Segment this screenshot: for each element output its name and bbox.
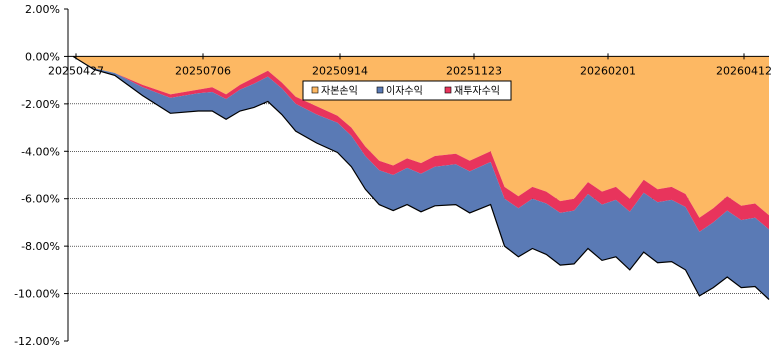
legend-box — [302, 80, 512, 101]
area-1 — [73, 56, 769, 232]
x-tick-label-4: 20260201 — [580, 64, 636, 77]
x-tick-label-5: 20260412 — [716, 64, 772, 77]
y-tick-label-4: -6.00% — [21, 193, 60, 206]
y-tick-label-7: -12.00% — [14, 335, 60, 345]
y-axis: 2.00% 0.00% -2.00% -4.00% -6.00% -8.00% -10.00… — [14, 3, 769, 345]
x-tick-label-1: 20250706 — [175, 64, 231, 77]
x-tick-label-0: 20250427 — [48, 64, 104, 77]
x-tick-label-3: 20251123 — [446, 64, 502, 77]
y-tick-label-6: -10.00% — [14, 288, 60, 301]
legend-label-1: 이자수익 — [386, 85, 423, 97]
area-2 — [73, 56, 769, 300]
area-0 — [73, 56, 769, 218]
legend: 자본손익 이자수익 재투자수익 — [302, 80, 512, 101]
y-tick-label-1: 0.00% — [25, 50, 60, 63]
y-tick-label-3: -4.00% — [21, 145, 60, 158]
x-axis: 20250427 20250706 20250914 20251123 20260201… — [48, 53, 772, 77]
total-line — [72, 55, 770, 300]
plot-areas — [72, 55, 770, 300]
legend-swatch-2 — [444, 86, 452, 94]
legend-swatch-0 — [311, 86, 319, 94]
legend-swatch-1 — [376, 86, 384, 94]
y-tick-label-5: -8.00% — [21, 240, 60, 253]
legend-label-0: 자본손익 — [321, 85, 358, 97]
y-tick-label-0: 2.00% — [25, 3, 60, 16]
y-tick-label-2: -2.00% — [21, 98, 60, 111]
legend-label-2: 재투자수익 — [454, 85, 500, 97]
x-tick-label-2: 20250914 — [312, 64, 368, 77]
